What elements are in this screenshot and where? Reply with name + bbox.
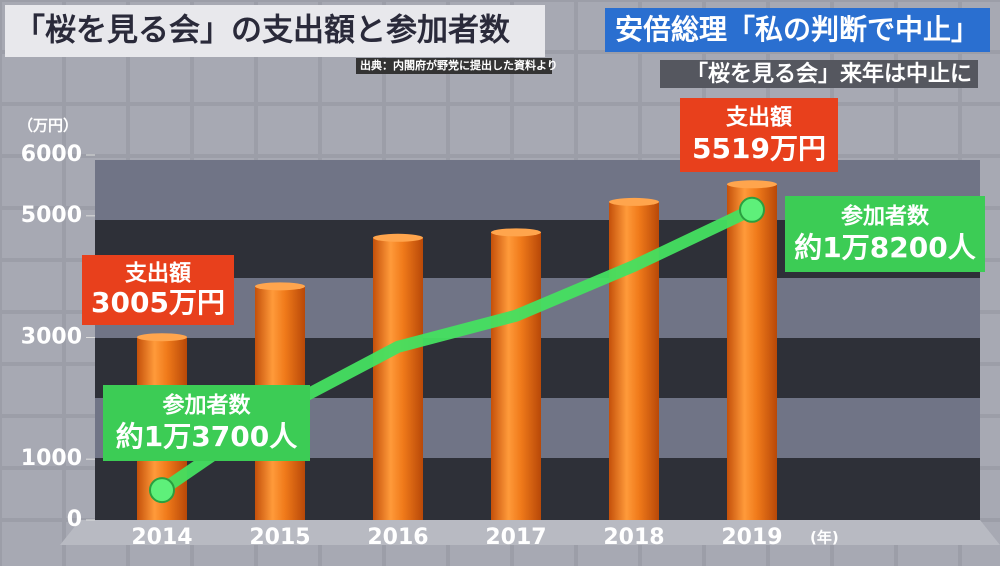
callout-box (82, 255, 234, 325)
floor (60, 520, 1000, 545)
callout-name: 参加者数 (162, 392, 251, 418)
headline: 安倍総理「私の判断で中止」 (615, 13, 979, 46)
headline-box (605, 8, 990, 52)
title-box (5, 5, 545, 57)
bar-cap (727, 180, 777, 189)
source: 出典：内閣府が野党に提出した資料より (360, 58, 558, 72)
y-tick-label: 3000 (21, 325, 82, 350)
data-label: 5519万円 (692, 132, 826, 165)
line-point (739, 196, 765, 223)
bar-cap (491, 228, 541, 237)
bar-cap (137, 333, 187, 342)
data-label: 3005万円 (91, 286, 225, 319)
data-label: 約1万3700人 (116, 420, 297, 453)
subheadline-box (660, 60, 978, 88)
y-tick-label: 6000 (21, 142, 82, 167)
bar (609, 201, 659, 520)
x-tick-label: 2016 (367, 525, 428, 550)
x-axis-label: (年) (810, 529, 839, 547)
y-tick-label: 5000 (21, 203, 82, 228)
callout-name: 参加者数 (841, 203, 930, 229)
bar-cap (255, 282, 305, 291)
callout-name: 支出額 (125, 261, 191, 287)
bar (491, 232, 541, 520)
data-label: 約1万8200人 (794, 231, 975, 264)
callout-name: 支出額 (726, 105, 792, 131)
x-tick-label: 2014 (131, 525, 192, 550)
x-tick-label: 2018 (603, 525, 664, 550)
bar (373, 237, 423, 520)
callout-box (103, 385, 310, 461)
y-tick-label: 0 (67, 507, 82, 532)
x-tick-label: 2019 (721, 525, 782, 550)
x-tick-label: 2015 (249, 525, 310, 550)
y-tick-label: 1000 (21, 446, 82, 471)
line-point (149, 477, 175, 504)
subheadline: 「桜を見る会」来年は中止に (686, 61, 972, 87)
bar-cap (373, 233, 423, 242)
y-axis-label: （万円） (18, 117, 78, 135)
callout-box (785, 196, 985, 272)
x-tick-label: 2017 (485, 525, 546, 550)
chart-title: 「桜を見る会」の支出額と参加者数 (14, 13, 510, 49)
bar-cap (609, 197, 659, 206)
bar (727, 184, 777, 520)
source-box (356, 58, 552, 74)
callout-box (680, 98, 838, 172)
